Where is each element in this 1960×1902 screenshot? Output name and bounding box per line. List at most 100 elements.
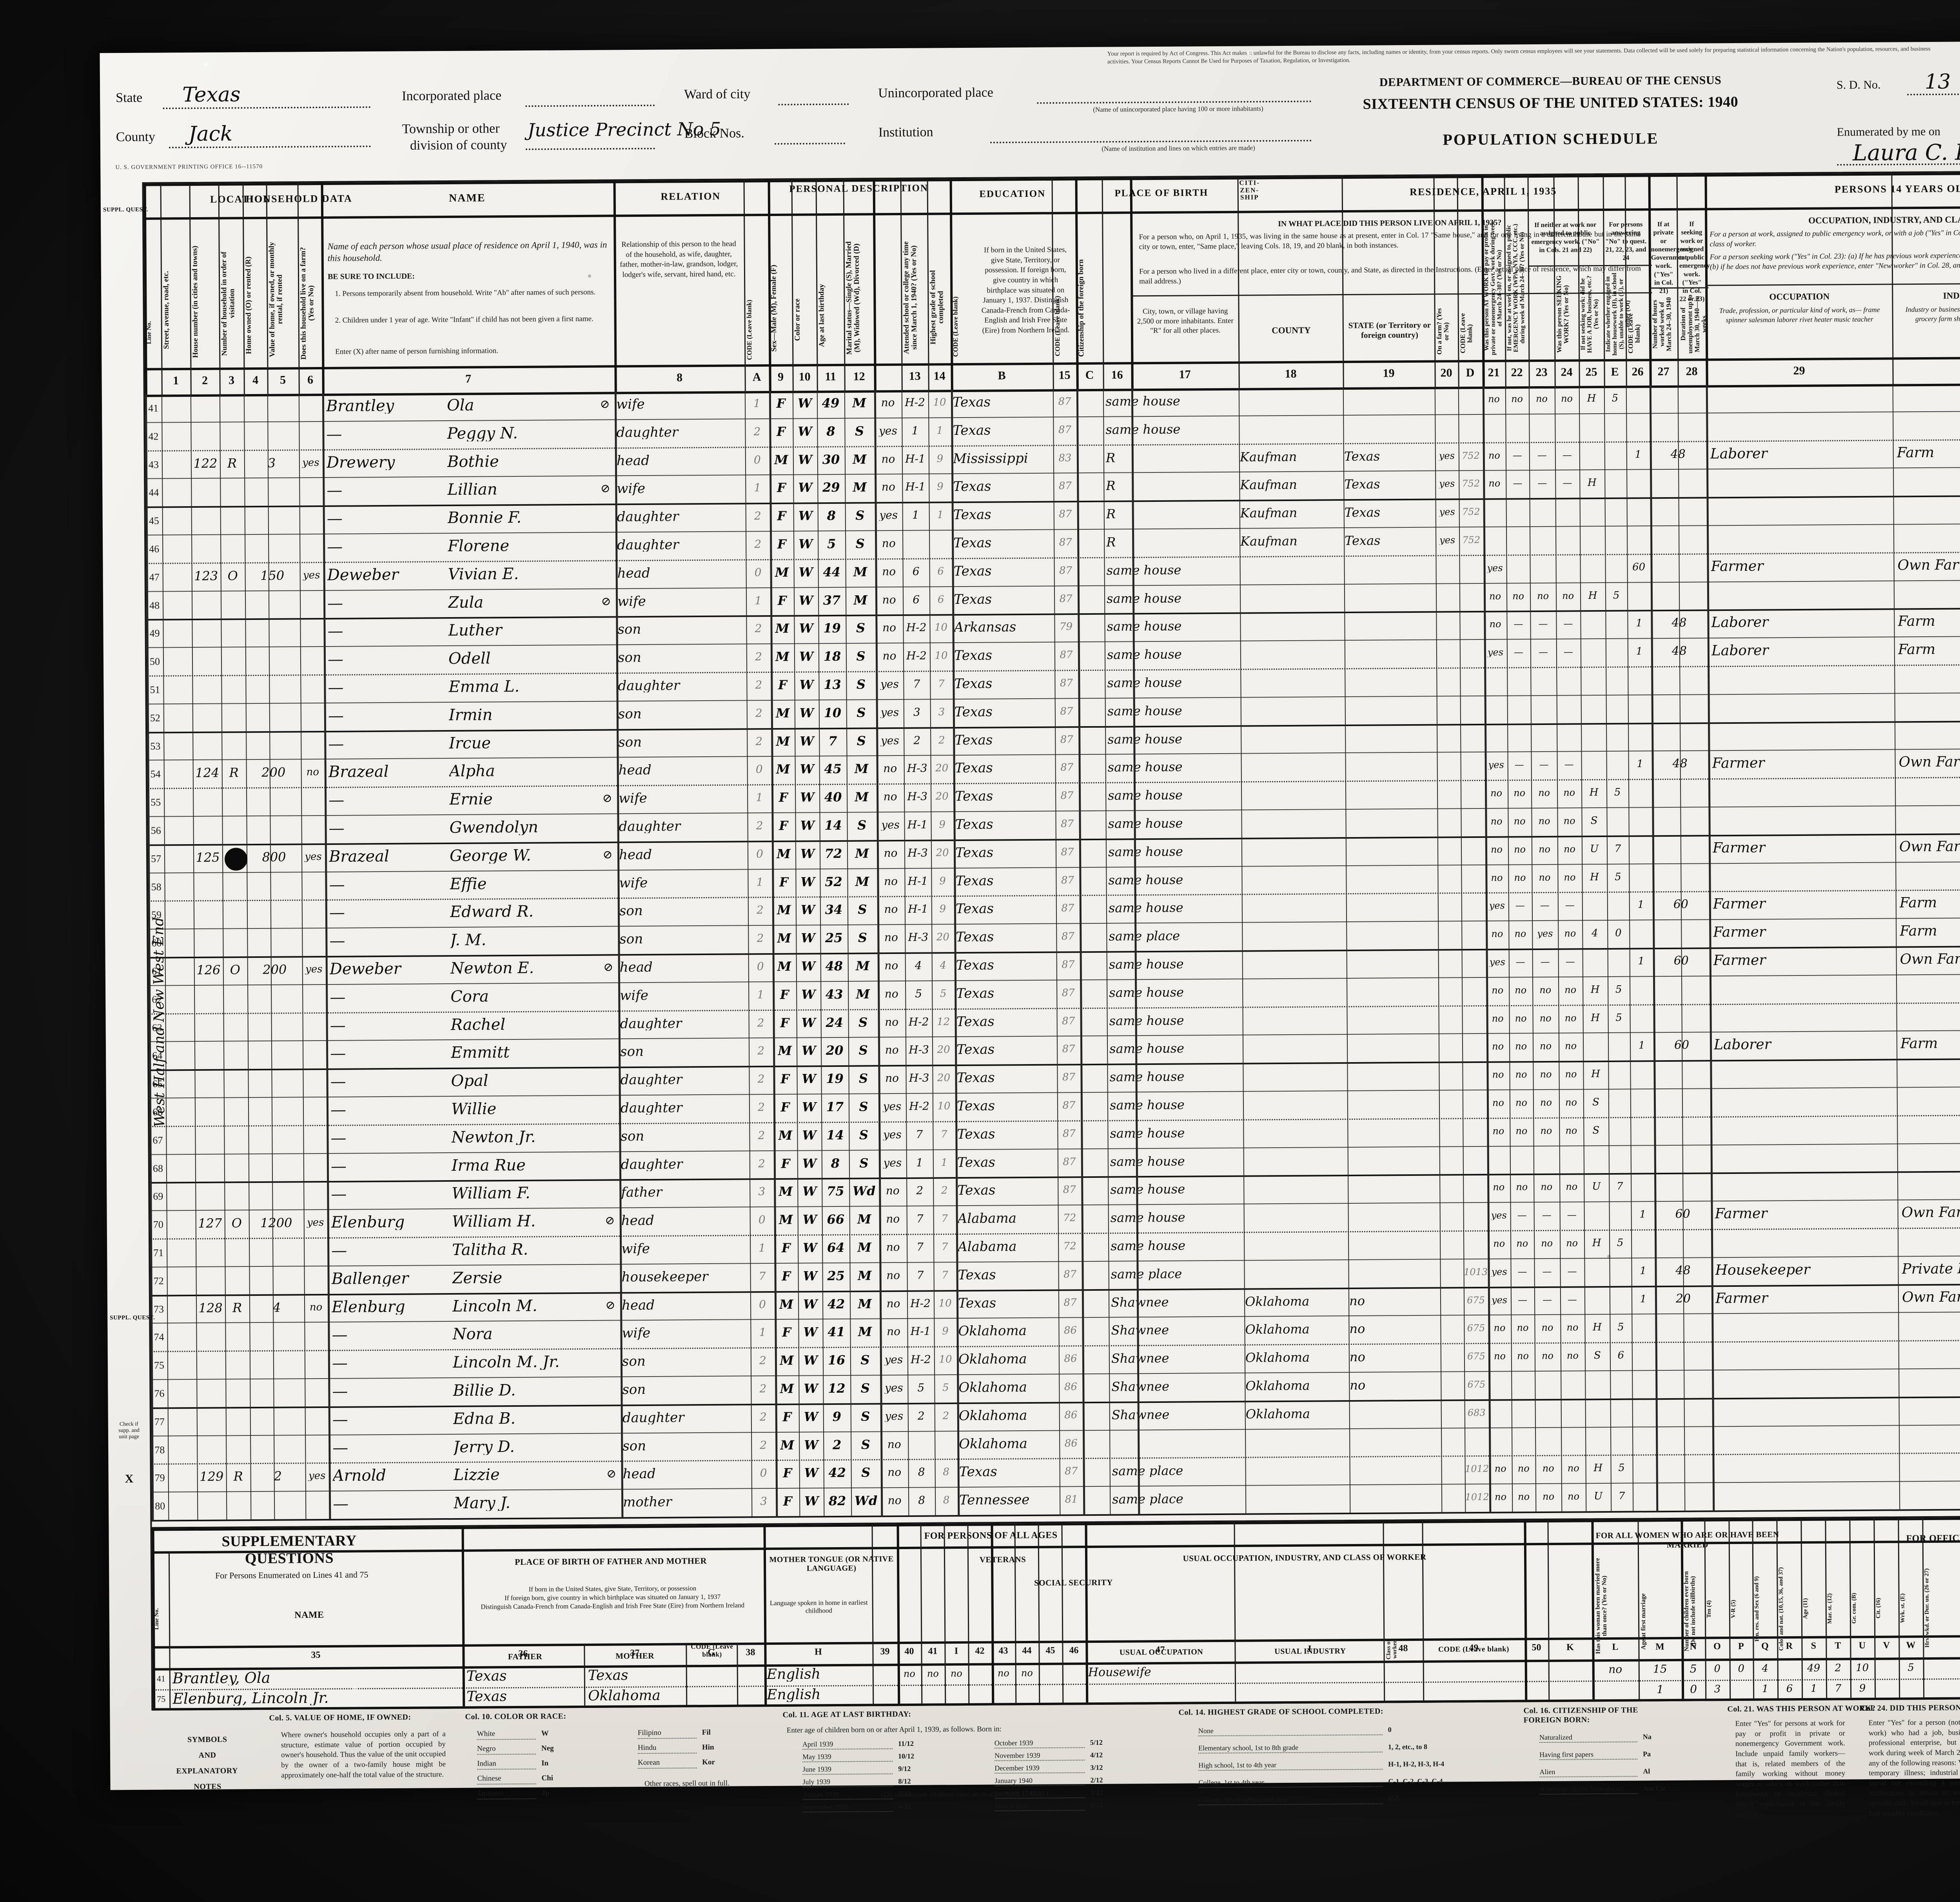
cell-relation[interactable]: son [618,734,642,749]
cell-c[interactable]: 87 [1062,1044,1075,1054]
cell-c21[interactable]: no [1492,1126,1504,1136]
cell-color[interactable]: W [804,1495,819,1508]
cell-given[interactable]: Vivian E. [448,565,519,582]
cell-e[interactable]: 5 [1612,393,1619,403]
cell-a[interactable]: 2 [759,1355,766,1366]
cell-res17[interactable]: same house [1106,563,1181,577]
cell-a[interactable]: 2 [760,1439,767,1451]
cell-c[interactable]: 86 [1064,1382,1077,1392]
cell-res18[interactable]: Oklahoma [1245,1322,1310,1336]
cell-b[interactable]: 20 [935,791,949,802]
cell-marital[interactable]: M [852,396,866,409]
cell-c22[interactable]: no [1514,816,1526,826]
supp-cell-P[interactable]: 7 [1835,1683,1842,1694]
cell-industry[interactable]: Farm [1898,642,1936,657]
cell-d[interactable]: 675 [1467,1295,1485,1305]
cell-marital[interactable]: M [855,790,869,803]
cell-house[interactable]: 126 [196,963,221,976]
cell-c[interactable]: 79 [1059,621,1073,632]
cell-c21[interactable]: yes [1487,647,1504,657]
cell-c25[interactable]: H [1588,590,1597,601]
cell-c24[interactable]: no [1567,1463,1579,1473]
cell-c23[interactable]: no [1540,1126,1552,1135]
cell-age[interactable]: 42 [828,1466,846,1479]
cell-given[interactable]: Bothie [447,453,499,470]
cell-relation[interactable]: head [621,1297,655,1312]
cell-relation[interactable]: son [621,1129,644,1143]
cell-school[interactable]: yes [880,707,899,718]
cell-sex[interactable]: F [783,1466,792,1480]
supp-cell-vet[interactable]: no [903,1669,915,1679]
cell-c22[interactable]: no [1515,985,1527,995]
cell-grade[interactable]: H-2 [905,397,925,408]
cell-c23[interactable]: — [1540,901,1550,910]
cell-age[interactable]: 20 [826,1044,844,1057]
cell-c[interactable]: 87 [1063,1297,1077,1308]
cell-school[interactable]: yes [884,1382,903,1394]
cell-marital[interactable]: S [860,1353,870,1366]
cell-c23[interactable]: no [1538,844,1551,854]
cell-b[interactable]: 7 [941,1242,948,1252]
cell-grade[interactable]: 2 [917,1410,925,1422]
cell-c22[interactable]: no [1518,1492,1530,1502]
cell-sex[interactable]: F [779,791,788,804]
cell-pob[interactable]: Texas [957,1183,996,1197]
cell-pob[interactable]: Texas [954,705,993,719]
cell-given[interactable]: Alpha [449,762,495,779]
cell-pob[interactable]: Texas [955,817,993,832]
cell-a[interactable]: 0 [759,1299,766,1310]
cell-c[interactable]: 87 [1058,424,1072,435]
cell-sex[interactable]: F [777,594,787,607]
cell-age[interactable]: 7 [828,734,837,747]
cell-c[interactable]: 87 [1061,931,1074,942]
cell-sex[interactable]: M [777,903,791,917]
cell-given[interactable]: Edward R. [450,903,534,920]
cell-surname[interactable]: Deweber [329,960,401,977]
cell-res17[interactable]: same house [1109,1070,1185,1083]
cell-age[interactable]: 48 [825,959,843,973]
cell-c24[interactable]: no [1565,1041,1577,1051]
supp-cell-mother[interactable]: Texas [588,1668,628,1683]
cell-c23[interactable]: yes [1537,928,1553,939]
supp-cell-Q[interactable]: 9 [1859,1683,1866,1694]
cell-pob[interactable]: Arkansas [954,620,1016,634]
cell-given[interactable]: Willie [451,1100,497,1117]
cell-relation[interactable]: son [618,707,642,721]
cell-school[interactable]: no [882,566,896,578]
supp-cell-c48[interactable]: no [1608,1664,1622,1675]
cell-school[interactable]: no [886,1241,900,1253]
cell-pob[interactable]: Texas [956,1070,995,1085]
cell-color[interactable]: W [800,734,814,748]
cell-grade[interactable]: 1 [912,509,919,521]
cell-marital[interactable]: S [857,819,867,832]
cell-c25[interactable]: H [1589,787,1599,798]
cell-given[interactable]: Zersie [452,1269,503,1286]
cell-res18[interactable]: Oklahoma [1245,1351,1310,1364]
cell-color[interactable]: W [800,847,815,860]
cell-color[interactable]: W [802,1128,817,1142]
cell-industry[interactable]: Farm [1898,614,1935,629]
cell-sex[interactable]: M [778,1129,793,1142]
cell-age[interactable]: 5 [827,537,836,550]
cell-grade[interactable]: 1 [911,425,919,436]
supp-cell-c49[interactable]: 15 [1653,1663,1667,1675]
cell-c23[interactable]: — [1542,1266,1552,1276]
cell-color[interactable]: W [799,594,813,607]
cell-marital[interactable]: S [856,621,866,635]
cell-occupation[interactable]: Farmer [1712,755,1765,771]
cell-res17[interactable]: same house [1107,732,1183,746]
cell-surname[interactable]: — [328,679,344,696]
cell-a[interactable]: 0 [753,454,761,465]
cell-c24[interactable]: — [1567,1210,1577,1220]
cell-c[interactable]: 87 [1060,762,1074,773]
cell-school[interactable]: yes [885,1410,904,1422]
cell-industry[interactable]: Farm [1900,923,1937,939]
cell-c25[interactable]: S [1590,815,1598,826]
cell-age[interactable]: 12 [828,1382,846,1395]
cell-c23[interactable]: — [1537,478,1547,488]
cell-a[interactable]: 1 [759,1327,766,1338]
cell-school[interactable]: no [882,650,897,662]
cell-color[interactable]: W [798,481,813,494]
cell-relation[interactable]: daughter [622,1410,684,1425]
cell-grade[interactable]: 5 [917,1382,925,1393]
